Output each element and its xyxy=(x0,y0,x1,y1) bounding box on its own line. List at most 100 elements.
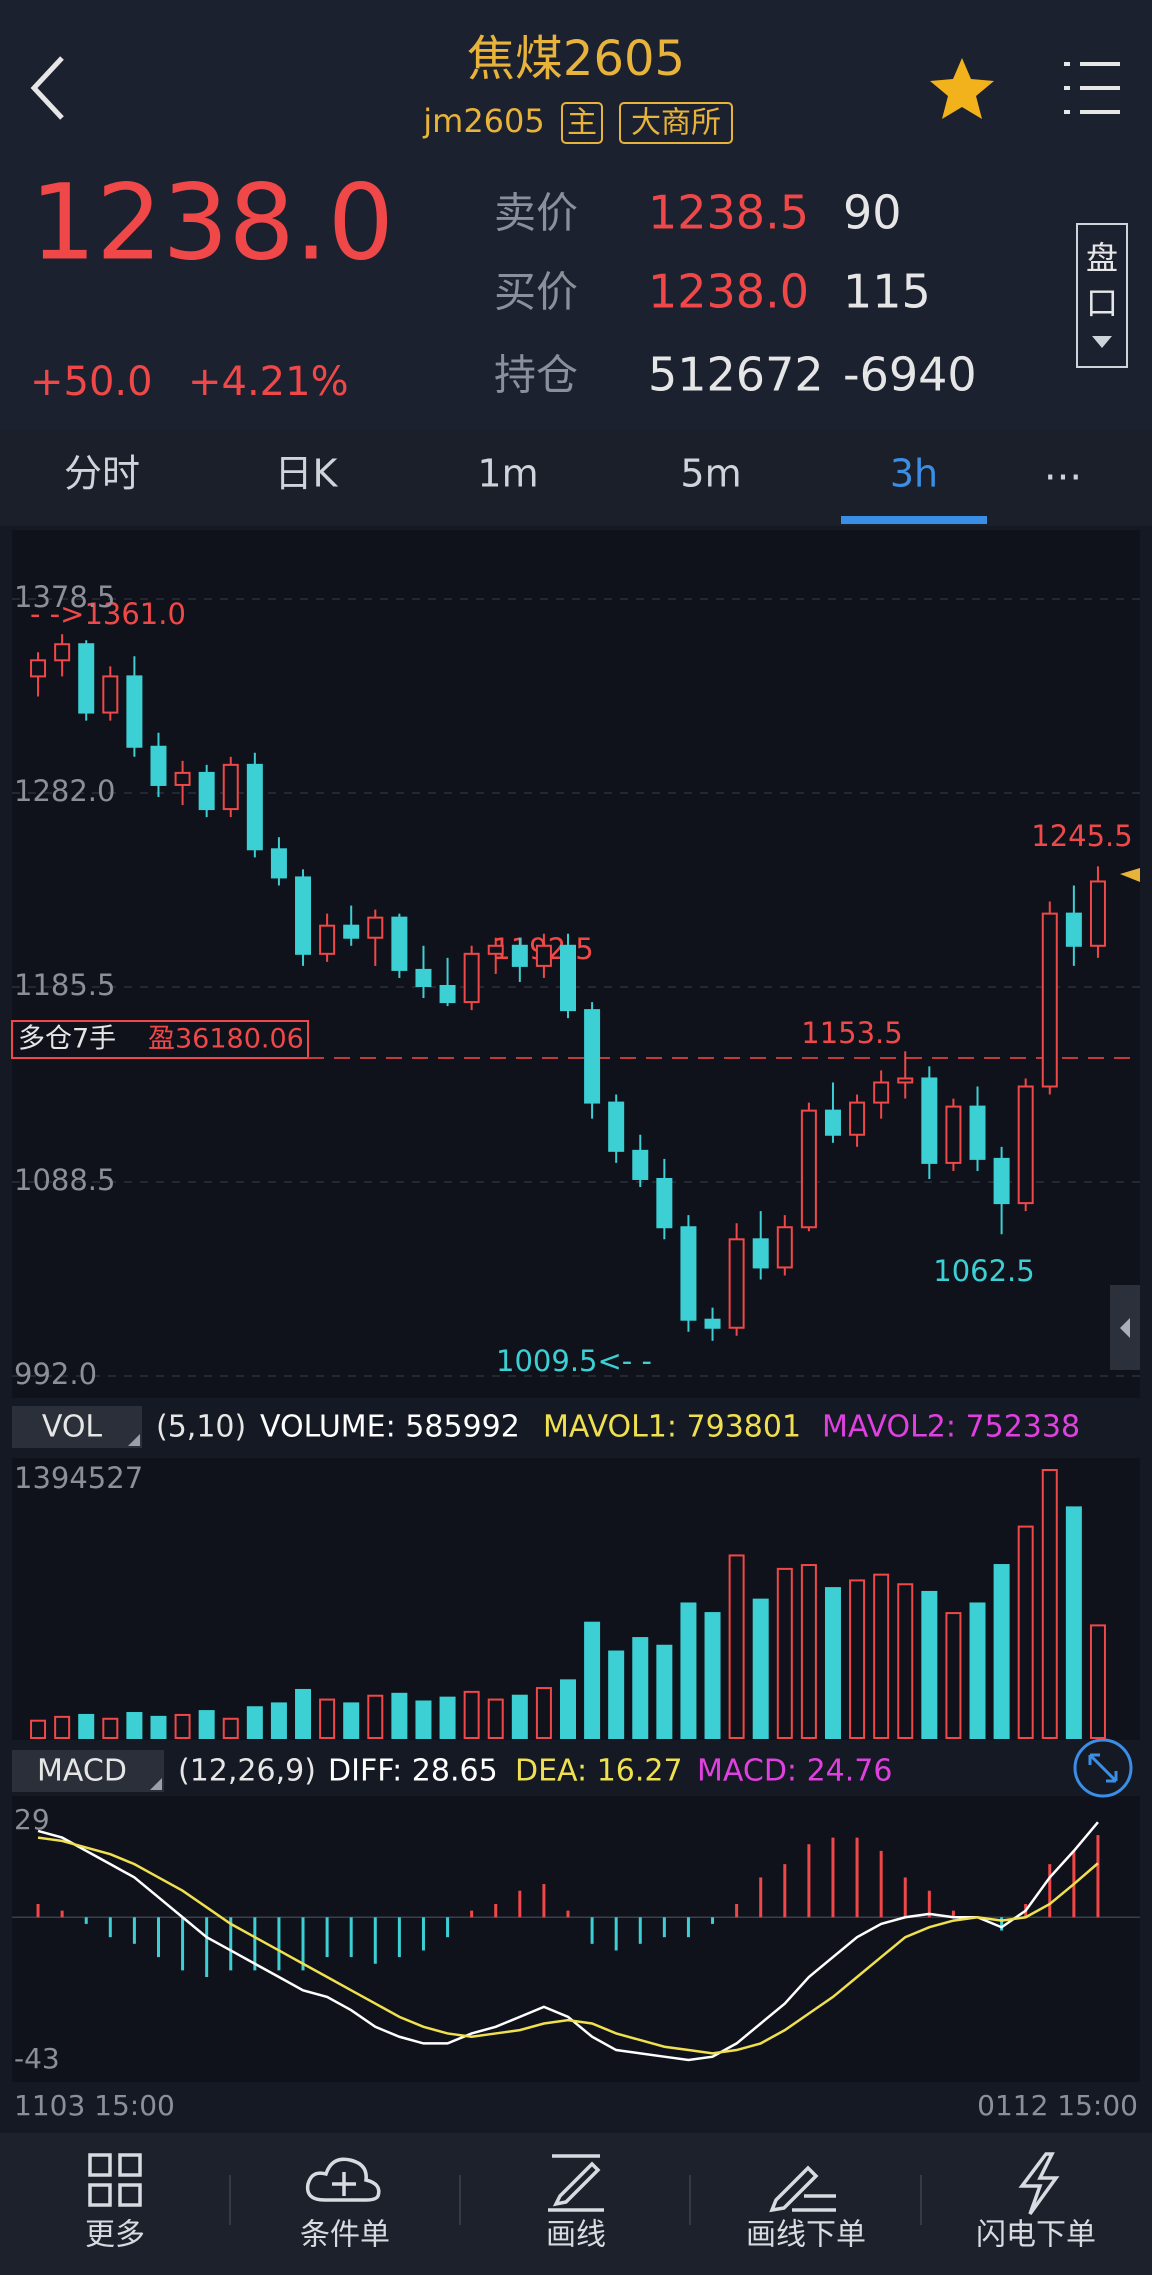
volume-bar xyxy=(993,1564,1010,1739)
volume-bar xyxy=(680,1602,697,1740)
nav-item[interactable]: 画线下单 xyxy=(746,2218,866,2253)
volume-bar xyxy=(367,1694,384,1740)
tab[interactable]: 5m xyxy=(680,452,741,496)
volume-bar xyxy=(969,1602,986,1740)
volume-bar xyxy=(102,1717,119,1739)
x-start: 1103 15:00 xyxy=(14,2089,175,2122)
nav-item[interactable]: 条件单 xyxy=(300,2218,390,2253)
badge-box xyxy=(619,102,733,144)
back-button[interactable] xyxy=(30,56,64,120)
volume-bar xyxy=(584,1621,601,1740)
volume-bar xyxy=(752,1598,769,1739)
nav-item[interactable]: 更多 xyxy=(85,2218,145,2253)
tab[interactable]: 1m xyxy=(477,452,538,496)
volume-bar xyxy=(632,1637,649,1740)
panel-button[interactable] xyxy=(1076,223,1128,368)
candle-body xyxy=(873,1081,890,1104)
candle-body xyxy=(1017,1085,1034,1205)
candle-body xyxy=(30,659,47,678)
nav-icons xyxy=(88,2152,1060,2216)
y-tick-label: 1378.5 xyxy=(14,580,115,614)
volume-bar xyxy=(704,1612,721,1740)
volume-bar xyxy=(824,1587,841,1740)
vol-mavol2: MAVOL2: 752338 xyxy=(822,1410,1080,1445)
volume-bar xyxy=(897,1583,914,1739)
volume-bar xyxy=(319,1698,336,1740)
candle-body xyxy=(343,924,360,939)
macd-diff: DIFF: 28.65 xyxy=(328,1754,498,1789)
y-tick-label: 992.0 xyxy=(14,1357,97,1391)
panel-arrow xyxy=(1092,336,1112,348)
y-tick-label: 1185.5 xyxy=(14,968,115,1002)
quote-price: 512672 xyxy=(648,348,824,402)
badge-exchange: 大商所 xyxy=(631,106,721,141)
candle-body xyxy=(150,745,167,786)
y-tick-label: 1282.0 xyxy=(14,774,115,808)
annotation: 1009.5<- - xyxy=(496,1344,652,1378)
volume-bar xyxy=(511,1694,528,1740)
candle-body xyxy=(126,675,143,748)
volume-bar xyxy=(608,1650,625,1739)
favorite-star[interactable] xyxy=(930,58,994,119)
candle-body xyxy=(415,968,432,987)
menu-button[interactable] xyxy=(1064,62,1120,114)
volume-bar xyxy=(800,1564,817,1739)
macd-tick-label: -43 xyxy=(14,2042,60,2075)
macd-dea-line xyxy=(37,1836,1099,2055)
candle-body xyxy=(535,944,552,967)
expand-button[interactable] xyxy=(1073,1738,1133,1798)
candle-body xyxy=(608,1101,625,1152)
volume-bar xyxy=(1089,1624,1106,1740)
quote-label: 买价 xyxy=(494,268,578,317)
candle-body xyxy=(319,924,336,955)
candle-body xyxy=(1041,912,1058,1088)
price-marker xyxy=(1120,868,1140,882)
candle-body xyxy=(487,944,504,955)
more-tabs[interactable]: ··· xyxy=(1044,455,1082,501)
annotation: - ->1361.0 xyxy=(30,597,186,631)
candle-body xyxy=(511,944,528,967)
macd-tab[interactable] xyxy=(12,1750,164,1792)
volume-bar xyxy=(343,1702,360,1739)
nav-item[interactable]: 闪电下单 xyxy=(976,2218,1096,2253)
tab[interactable]: 日K xyxy=(275,452,339,496)
candle-body xyxy=(102,675,119,714)
quote-qty: 90 xyxy=(843,186,902,240)
vol-volume: VOLUME: 585992 xyxy=(260,1410,520,1445)
quote-price: 1238.0 xyxy=(648,265,809,319)
volume-bar xyxy=(30,1719,47,1740)
candle-body xyxy=(849,1101,866,1136)
vol-max-label: 1394527 xyxy=(14,1461,143,1495)
position-box xyxy=(11,1020,309,1059)
tab-corner xyxy=(150,1778,162,1790)
macd-diff-line xyxy=(37,1821,1099,2062)
tab-corner xyxy=(128,1434,140,1446)
candle-body xyxy=(295,876,312,955)
volume-bar xyxy=(656,1644,673,1739)
volume-bar xyxy=(174,1713,191,1740)
candle-body xyxy=(54,643,71,662)
tab[interactable]: 分时 xyxy=(64,452,140,496)
volume-bar xyxy=(921,1590,938,1740)
volume-bar xyxy=(222,1717,239,1739)
quote-qty: 115 xyxy=(843,265,931,319)
vol-params: (5,10) xyxy=(156,1410,246,1445)
annotation: 1153.5 xyxy=(801,1016,902,1050)
candle-body xyxy=(391,916,408,971)
volume-bar xyxy=(1065,1506,1082,1739)
last-price: 1238.0 xyxy=(30,161,394,283)
title: 焦煤2605 xyxy=(467,31,685,87)
nav-item[interactable]: 画线 xyxy=(546,2218,606,2253)
vol-tab-label: VOL xyxy=(42,1410,103,1445)
volume-bar xyxy=(439,1696,456,1739)
vol-tab[interactable] xyxy=(12,1406,142,1448)
volume-bar xyxy=(78,1713,95,1740)
position-profit: 盈36180.06 xyxy=(148,1024,304,1055)
candle-body xyxy=(174,771,191,786)
candle-body xyxy=(704,1318,721,1329)
volume-bar xyxy=(1041,1469,1058,1739)
tab[interactable]: 3h xyxy=(890,452,938,496)
candle-body xyxy=(728,1238,745,1329)
volume-bar xyxy=(1017,1525,1034,1740)
